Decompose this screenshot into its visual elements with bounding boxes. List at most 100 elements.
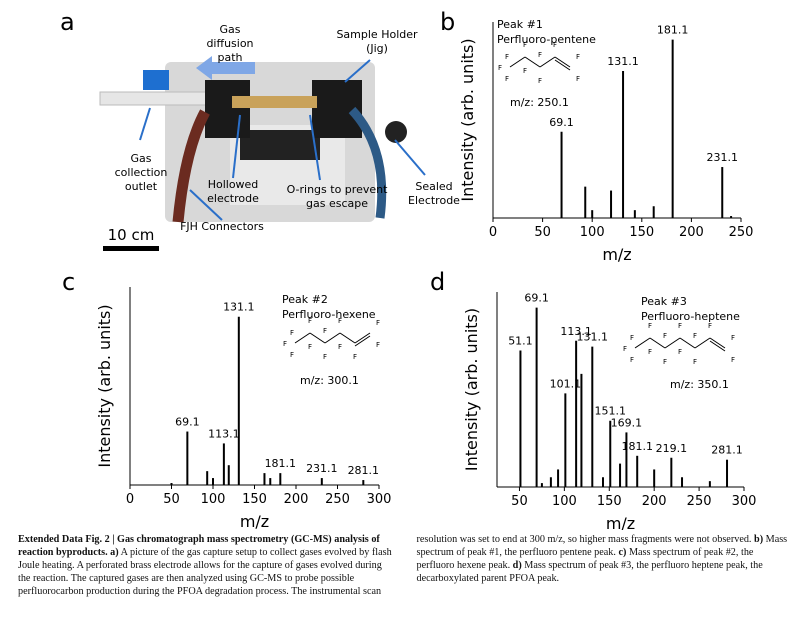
atom-label: F (693, 358, 697, 366)
atom-label: F (693, 332, 697, 340)
y-axis-label: Intensity (arb. units) (462, 308, 481, 471)
inset-title: Peak #1 (497, 18, 543, 31)
atom-label: F (648, 322, 652, 330)
atom-label: F (731, 356, 735, 364)
x-tick-label: 250 (325, 492, 350, 507)
peak-label: 131.1 (577, 331, 609, 344)
inset-subtitle: Perfluoro-pentene (497, 33, 596, 46)
caption-text: b) (754, 534, 764, 545)
atom-label: F (523, 67, 527, 75)
atom-label: F (663, 332, 667, 340)
x-tick-label: 300 (732, 494, 757, 509)
x-tick-label: 50 (534, 225, 551, 240)
peak-label: 281.1 (348, 464, 380, 477)
peak-label: 113.1 (560, 325, 592, 338)
peak-label: 231.1 (306, 462, 338, 475)
x-tick-label: 300 (367, 492, 392, 507)
bond (324, 332, 341, 344)
photo-label: gas escape (306, 197, 368, 210)
atom-label: F (553, 41, 557, 49)
inset-annotation: m/z: 250.1 (510, 96, 569, 109)
peak-label: 281.1 (711, 444, 743, 457)
atom-label: F (576, 53, 580, 61)
photo-label: Hollowed (208, 178, 259, 191)
peak-label: 131.1 (607, 55, 639, 68)
photo-label: O-rings to prevent (287, 183, 389, 196)
peak-label: 181.1 (657, 24, 689, 37)
peak-label: 69.1 (524, 292, 549, 305)
panel-letter: d (430, 268, 445, 296)
x-tick-label: 250 (729, 225, 754, 240)
x-tick-label: 100 (552, 494, 577, 509)
panel-letter: c (62, 268, 75, 296)
bond (524, 56, 541, 68)
atom-label: F (523, 41, 527, 49)
photo-label: (Jig) (366, 42, 388, 55)
atom-label: F (708, 322, 712, 330)
bond (509, 56, 526, 68)
atom-label: F (376, 319, 380, 327)
caption-text: a) (110, 547, 119, 558)
bond (309, 332, 326, 344)
scale-bar (103, 246, 159, 251)
y-axis-label: Intensity (arb. units) (95, 304, 114, 467)
atom-label: F (678, 322, 682, 330)
caption-text: Mass spectrum of peak #3, the perfluoro … (416, 560, 763, 584)
atom-label: F (576, 75, 580, 83)
panel-letter: a (60, 8, 75, 36)
atom-label: F (338, 317, 342, 325)
inset-annotation: m/z: 350.1 (670, 378, 729, 391)
bond (354, 335, 371, 347)
peak-label: 101.1 (550, 377, 582, 390)
photo (99, 56, 426, 223)
atom-label: F (290, 329, 294, 337)
peak-label: 131.1 (223, 301, 255, 314)
atom-label: F (630, 334, 634, 342)
photo-label: outlet (125, 180, 158, 193)
x-tick-label: 0 (126, 492, 134, 507)
photo-label: Electrode (408, 194, 460, 207)
bond (679, 337, 696, 349)
atom-label: F (630, 356, 634, 364)
caption-text: A picture of the gas capture setup to co… (18, 534, 755, 597)
atom-label: F (290, 351, 294, 359)
atom-label: F (505, 75, 509, 83)
scale-label: 10 cm (108, 226, 155, 244)
peak-label: 219.1 (656, 442, 688, 455)
atom-label: F (538, 77, 542, 85)
peak-label: 181.1 (621, 440, 653, 453)
atom-label: F (538, 51, 542, 59)
photo-label: FJH Connectors (180, 220, 264, 233)
atom-label: F (338, 343, 342, 351)
x-tick-label: 200 (679, 225, 704, 240)
x-tick-label: 100 (580, 225, 605, 240)
atom-label: F (323, 327, 327, 335)
photo-label: collection (115, 166, 168, 179)
atom-label: F (308, 343, 312, 351)
panel-letter: b (440, 8, 455, 36)
x-tick-label: 100 (201, 492, 226, 507)
atom-label: F (376, 341, 380, 349)
x-tick-label: 50 (163, 492, 180, 507)
atom-label: F (505, 53, 509, 61)
x-tick-label: 50 (511, 494, 528, 509)
caption-text: d) (512, 560, 522, 571)
x-tick-label: 200 (642, 494, 667, 509)
atom-label: F (648, 348, 652, 356)
bond (634, 337, 651, 349)
atom-label: F (283, 340, 287, 348)
caption-text: Mass spectrum of peak #1, the perfluoro … (416, 534, 788, 558)
bond (709, 337, 726, 349)
bond (554, 56, 571, 68)
x-tick-label: 0 (489, 225, 497, 240)
inset-subtitle: Perfluoro-hexene (282, 308, 376, 321)
peak-label: 151.1 (595, 405, 627, 418)
x-tick-label: 150 (597, 494, 622, 509)
x-tick-label: 150 (242, 492, 267, 507)
inset-annotation: m/z: 300.1 (300, 374, 359, 387)
bond (339, 332, 356, 344)
atom-label: F (663, 358, 667, 366)
bond (354, 332, 371, 344)
inset-title: Peak #3 (641, 295, 687, 308)
